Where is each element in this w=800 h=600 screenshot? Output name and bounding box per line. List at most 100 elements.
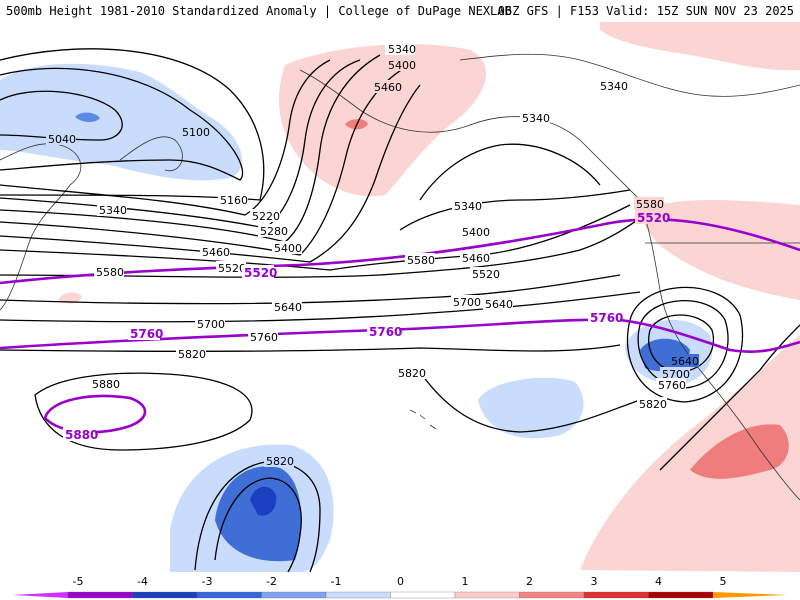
coastlines xyxy=(0,53,800,501)
colorbar-tick-label: 3 xyxy=(591,575,598,588)
contour-label: 5340 xyxy=(454,200,482,213)
contour-label: 5640 xyxy=(485,298,513,311)
contour-5400 xyxy=(0,64,411,256)
contour-low-ring-3 xyxy=(626,286,744,403)
contour-label: 5460 xyxy=(202,246,230,259)
contour-label: 5340 xyxy=(99,204,127,217)
contour-5640 xyxy=(0,274,621,305)
contour-label: 5460 xyxy=(374,81,402,94)
map-title: 500mb Height 1981-2010 Standardized Anom… xyxy=(6,4,512,18)
contour-5340 xyxy=(0,54,381,243)
positive-anomaly-northeast xyxy=(600,22,800,71)
colorbar-swatch xyxy=(648,591,714,599)
contour-label: 5100 xyxy=(182,126,210,139)
colorbar-cap-left xyxy=(12,592,68,598)
contour-label: 5160 xyxy=(220,194,248,207)
colorbar-tick-label: -1 xyxy=(331,575,342,588)
contour-5220 xyxy=(0,59,331,216)
contour-label: 5580 xyxy=(96,266,124,279)
contour-5100 xyxy=(0,67,244,181)
colorbar-swatch xyxy=(390,591,456,599)
negative-anomaly-central-pacific xyxy=(478,377,584,439)
contour-low-ring-1 xyxy=(648,314,714,373)
negative-anomaly-west-pacific xyxy=(0,63,242,181)
highlight-label: 5880 xyxy=(65,428,98,442)
colorbar-tick-label: 5 xyxy=(720,575,727,588)
canada-coast xyxy=(459,53,800,97)
contour-5580 xyxy=(0,214,646,278)
contour-5880 xyxy=(34,372,253,451)
highlight-label: 5760 xyxy=(369,325,402,339)
contour-label: 5820 xyxy=(178,348,206,361)
contour-5700 xyxy=(0,291,641,323)
asia-coastline xyxy=(0,143,82,311)
contour-5460-b xyxy=(0,204,631,271)
colorbar-swatches xyxy=(12,591,788,599)
anomaly-shading xyxy=(0,22,800,572)
colorbar-swatch xyxy=(67,591,133,599)
colorbar-tick-label: 0 xyxy=(397,575,404,588)
colorbar-swatch xyxy=(519,591,585,599)
colorbar-tick-label: 1 xyxy=(462,575,469,588)
contour-5400-east xyxy=(399,189,631,231)
contour-mexico xyxy=(659,324,800,471)
contour-label: 5280 xyxy=(260,225,288,238)
positive-anomaly-small xyxy=(58,292,82,304)
colorbar-tick-label: -4 xyxy=(137,575,148,588)
alaska-coastline xyxy=(299,69,641,201)
contour-label: 5460 xyxy=(462,252,490,265)
colorbar-swatch xyxy=(132,591,198,599)
contour-label: 5340 xyxy=(388,43,416,56)
contour-label: 5820 xyxy=(639,398,667,411)
contour-south-pacific-inner xyxy=(214,477,302,572)
hawaii-islands xyxy=(409,409,437,430)
contour-low-ring-2 xyxy=(637,300,729,389)
contour-label: 5400 xyxy=(462,226,490,239)
contour-label: 5820 xyxy=(266,455,294,468)
colorbar-tick-label: -3 xyxy=(202,575,213,588)
contour-label: 5760 xyxy=(250,331,278,344)
contour-label: 5700 xyxy=(197,318,225,331)
colorbar-tick-label: 4 xyxy=(655,575,662,588)
map-header: 500mb Height 1981-2010 Standardized Anom… xyxy=(0,0,800,22)
positive-anomaly-west-us xyxy=(640,200,800,300)
negative-anomaly-south-pacific-core xyxy=(250,486,277,516)
run-info: 06Z GFS | F153 Valid: 15Z SUN NOV 23 202… xyxy=(497,4,794,18)
contour-5460-a xyxy=(0,84,421,263)
highlight-label: 5520 xyxy=(244,266,277,280)
contour-label: 5640 xyxy=(274,301,302,314)
contour-label: 5400 xyxy=(388,59,416,72)
highlight-label-group: 5520 5520 5760 5760 5760 5880 xyxy=(63,210,670,442)
contour-label: 5520 xyxy=(218,262,246,275)
contour-label: 5820 xyxy=(398,367,426,380)
contour-label: 5760 xyxy=(658,379,686,392)
contour-label-group: 5340 5400 5460 5340 5340 5040 5100 5160 … xyxy=(46,42,699,468)
contour-label: 5700 xyxy=(453,296,481,309)
contour-label: 5580 xyxy=(407,254,435,267)
contour-label: 5520 xyxy=(472,268,500,281)
anomaly-map: 5340 5400 5460 5340 5340 5040 5100 5160 … xyxy=(0,22,800,572)
contour-label: 5580 xyxy=(636,198,664,211)
colorbar-tick-label: -2 xyxy=(266,575,277,588)
contour-label: 5400 xyxy=(274,242,302,255)
contour-5820-south xyxy=(419,371,641,433)
contour-label: 5340 xyxy=(522,112,550,125)
contour-5820 xyxy=(0,344,621,352)
highlight-label: 5760 xyxy=(590,311,623,325)
colorbar-tick-label: -5 xyxy=(73,575,84,588)
contour-5160 xyxy=(0,48,265,201)
contour-label: 5880 xyxy=(92,378,120,391)
colorbar-swatch xyxy=(261,591,327,599)
contour-label: 5220 xyxy=(252,210,280,223)
positive-anomaly-mexico xyxy=(580,335,800,572)
north-america-coastline xyxy=(639,199,800,501)
highlight-label: 5520 xyxy=(637,211,670,225)
colorbar-swatch xyxy=(583,591,649,599)
highlight-contour-5880 xyxy=(43,394,147,434)
colorbar-ticks: -5 -4 -3 -2 -1 0 1 2 3 4 5 xyxy=(73,575,727,588)
contour-label: 5640 xyxy=(671,355,699,368)
positive-anomaly-mexico-core xyxy=(690,424,789,479)
colorbar-tick-label: 2 xyxy=(526,575,533,588)
highlight-label: 5760 xyxy=(130,327,163,341)
contour-5040 xyxy=(0,90,123,141)
